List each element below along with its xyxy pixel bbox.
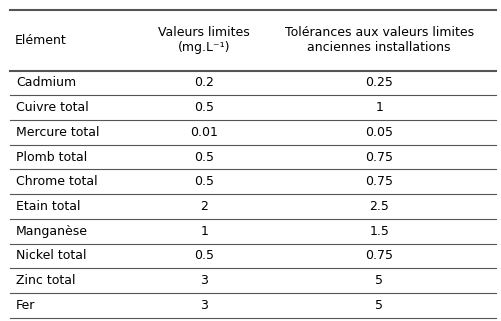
Text: Plomb total: Plomb total — [16, 151, 87, 164]
Text: 0.5: 0.5 — [194, 249, 214, 263]
Text: Nickel total: Nickel total — [16, 249, 86, 263]
Text: Tolérances aux valeurs limites
anciennes installations: Tolérances aux valeurs limites anciennes… — [285, 26, 474, 54]
Text: 0.25: 0.25 — [365, 76, 393, 90]
Text: Etain total: Etain total — [16, 200, 80, 213]
Text: Chrome total: Chrome total — [16, 175, 98, 188]
Text: Elément: Elément — [15, 34, 67, 47]
Text: Cuivre total: Cuivre total — [16, 101, 89, 114]
Text: Manganèse: Manganèse — [16, 225, 88, 238]
Text: 2.5: 2.5 — [369, 200, 389, 213]
Text: 5: 5 — [375, 299, 383, 312]
Text: 0.5: 0.5 — [194, 101, 214, 114]
Text: 1: 1 — [375, 101, 383, 114]
Text: 0.5: 0.5 — [194, 151, 214, 164]
Text: Mercure total: Mercure total — [16, 126, 99, 139]
Text: 0.05: 0.05 — [365, 126, 393, 139]
Text: 0.2: 0.2 — [194, 76, 214, 90]
Text: 0.75: 0.75 — [365, 175, 393, 188]
Text: 0.5: 0.5 — [194, 175, 214, 188]
Text: Cadmium: Cadmium — [16, 76, 76, 90]
Text: 0.01: 0.01 — [190, 126, 218, 139]
Text: Fer: Fer — [16, 299, 35, 312]
Text: Zinc total: Zinc total — [16, 274, 75, 287]
Text: 5: 5 — [375, 274, 383, 287]
Text: 0.75: 0.75 — [365, 151, 393, 164]
Text: 1: 1 — [200, 225, 208, 238]
Text: Valeurs limites
(mg.L⁻¹): Valeurs limites (mg.L⁻¹) — [158, 26, 250, 54]
Text: 3: 3 — [200, 274, 208, 287]
Text: 1.5: 1.5 — [369, 225, 389, 238]
Text: 2: 2 — [200, 200, 208, 213]
Text: 0.75: 0.75 — [365, 249, 393, 263]
Text: 3: 3 — [200, 299, 208, 312]
